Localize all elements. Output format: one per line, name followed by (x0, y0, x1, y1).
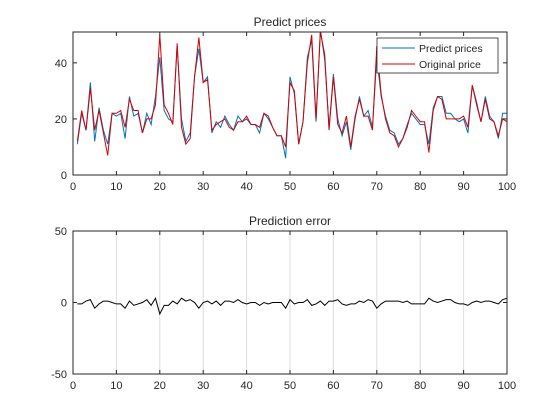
prediction-error-plot: Prediction error 0 10 20 30 40 50 60 70 80 90 100 … (51, 214, 516, 392)
prediction-error-x-tick-label-50: 50 (284, 380, 296, 392)
prediction-error-x-tick-label-40: 40 (240, 380, 252, 392)
prediction-error-x-tick-label-30: 30 (197, 380, 209, 392)
predict-prices-y-tick-label-40: 40 (55, 58, 67, 70)
prediction-error-x-tick-label-0: 0 (70, 380, 76, 392)
predict-prices-series (76, 32, 507, 159)
legend-label-predict-prices: Predict prices (419, 43, 483, 55)
prediction-error-y-tick-label-0: 0 (61, 298, 67, 310)
predict-prices-plot: Predict prices 0 10 20 30 40 50 60 70 80 90 100 0 2… (55, 15, 516, 193)
prediction-error-grid (115, 231, 465, 374)
predict-prices-x-tick-label-100: 100 (498, 181, 516, 193)
predict-prices-x-tick-label-10: 10 (110, 181, 122, 193)
predict-prices-series-line-original-price (76, 32, 507, 156)
prediction-error-x-tick-label-90: 90 (457, 380, 469, 392)
predict-prices-x-tick-label-0: 0 (70, 181, 76, 193)
predict-prices-x-tick-label-50: 50 (284, 181, 296, 193)
prediction-error-x-tick-label-10: 10 (110, 380, 122, 392)
prediction-error-x-tick-label-80: 80 (414, 380, 426, 392)
prediction-error-y-tick-label--50: -50 (51, 369, 67, 381)
prediction-error-x-tick-label-60: 60 (327, 380, 339, 392)
predict-prices-y-ticks: 0 20 40 (55, 58, 507, 182)
predict-prices-x-tick-label-20: 20 (154, 181, 166, 193)
prediction-error-x-ticks: 0 10 20 30 40 50 60 70 80 90 100 (70, 231, 516, 392)
prediction-error-series (77, 296, 507, 316)
prediction-error-y-ticks: -50 0 50 (51, 226, 507, 381)
predict-prices-x-tick-label-90: 90 (457, 181, 469, 193)
predict-prices-x-tick-label-70: 70 (371, 181, 383, 193)
prediction-error-x-tick-label-70: 70 (371, 380, 383, 392)
prediction-error-title: Prediction error (249, 214, 331, 228)
legend-box (376, 37, 499, 74)
predict-prices-y-tick-label-20: 20 (55, 114, 67, 126)
legend-label-original-price: Original price (419, 59, 481, 71)
predict-prices-title: Predict prices (254, 15, 327, 29)
predict-prices-x-tick-label-30: 30 (197, 181, 209, 193)
legend: Predict prices Original price (376, 37, 499, 74)
predict-prices-x-tick-label-40: 40 (240, 181, 252, 193)
prediction-error-x-tick-label-20: 20 (154, 380, 166, 392)
predict-prices-x-tick-label-80: 80 (414, 181, 426, 193)
predict-prices-x-tick-label-60: 60 (327, 181, 339, 193)
predict-prices-x-ticks: 0 10 20 30 40 50 60 70 80 90 100 (70, 32, 516, 193)
prediction-error-y-tick-label-50: 50 (55, 226, 67, 238)
predict-prices-y-tick-label-0: 0 (61, 170, 67, 182)
prediction-error-series-line-error (77, 296, 507, 316)
prediction-error-x-tick-label-100: 100 (498, 380, 516, 392)
